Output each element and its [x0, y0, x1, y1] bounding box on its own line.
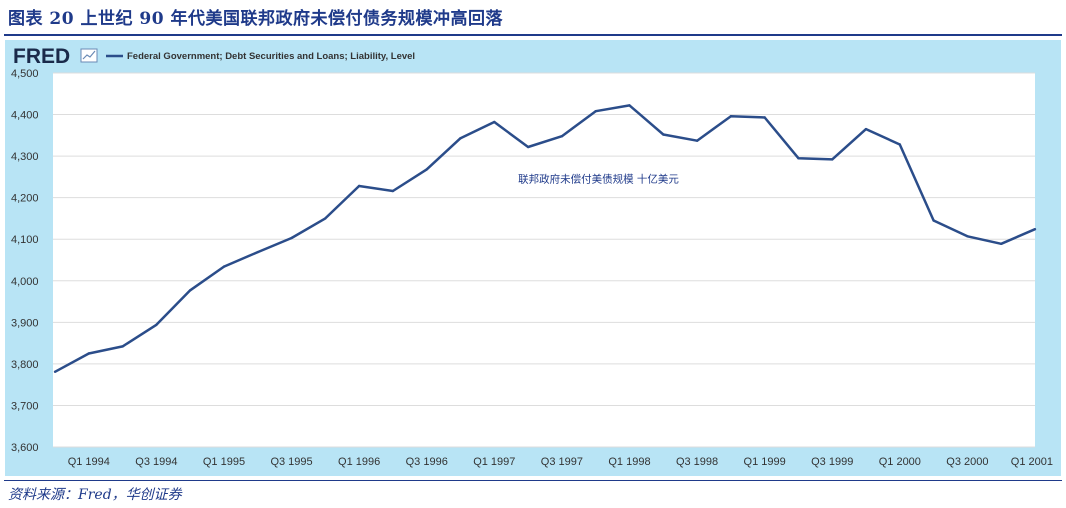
- data-point: [526, 145, 530, 149]
- data-point: [459, 137, 462, 140]
- data-point: [391, 189, 395, 193]
- gridlines: [53, 72, 1035, 448]
- x-tick-label: Q1 1999: [744, 456, 786, 468]
- x-axis-ticks: Q1 1994 Q3 1994 Q1 1995 Q3 1995 Q1 1996 Q3 19…: [68, 456, 1053, 468]
- x-tick-label: Q1 1996: [338, 456, 380, 468]
- data-point: [155, 323, 158, 326]
- fred-line-chart: FRED Federal Government; Debt Securities…: [11, 45, 1053, 468]
- data-point: [966, 235, 969, 238]
- y-tick-label: 4,300: [11, 151, 39, 163]
- y-tick-label: 4,000: [11, 276, 39, 288]
- data-point: [290, 236, 293, 240]
- data-point: [1000, 242, 1003, 245]
- x-tick-label: Q3 2000: [946, 456, 988, 468]
- data-point: [628, 104, 631, 107]
- y-tick-label: 4,200: [11, 193, 39, 205]
- data-point: [729, 115, 733, 118]
- data-point: [594, 110, 597, 113]
- x-tick-label: Q3 1995: [270, 456, 312, 468]
- data-point: [1033, 228, 1037, 231]
- y-tick-label: 3,600: [11, 442, 39, 454]
- source-note: 资料来源：Fred，华创证券: [8, 487, 182, 503]
- data-point: [763, 116, 766, 119]
- data-point: [695, 139, 699, 142]
- legend-label: Federal Government; Debt Securities and …: [127, 51, 415, 62]
- y-tick-label: 4,400: [11, 110, 39, 122]
- data-point: [357, 184, 361, 188]
- data-point: [662, 133, 665, 136]
- data-point: [864, 127, 868, 131]
- data-points: [53, 104, 1037, 373]
- debt-series-line: [54, 104, 1036, 373]
- graph-icon-line: [82, 50, 96, 60]
- y-axis-ticks: 3,600 3,700 3,800 3,900 4,000 4,100 4,200 4,300…: [11, 68, 39, 454]
- x-tick-label: Q3 1994: [135, 456, 177, 468]
- x-tick-label: Q1 1995: [203, 456, 245, 468]
- x-tick-label: Q1 2000: [879, 456, 921, 468]
- data-point: [53, 370, 57, 373]
- y-tick-label: 3,800: [11, 359, 39, 371]
- fred-logo-text: FRED: [13, 45, 70, 68]
- data-point: [898, 143, 901, 146]
- source-rule: [4, 480, 1062, 481]
- x-tick-label: Q1 2001: [1011, 456, 1053, 468]
- data-point: [121, 345, 124, 348]
- y-tick-label: 4,500: [11, 68, 39, 80]
- chart-frame: FRED Federal Government; Debt Securities…: [5, 40, 1061, 476]
- data-point: [324, 217, 327, 220]
- data-point: [831, 158, 834, 161]
- data-point: [189, 289, 192, 292]
- data-point: [87, 352, 91, 355]
- x-tick-label: Q1 1994: [68, 456, 110, 468]
- figure-title: 图表 20 上世纪 90 年代美国联邦政府未偿付债务规模冲高回落: [8, 9, 503, 29]
- plot-area: [53, 73, 1035, 447]
- data-point: [222, 265, 226, 268]
- x-tick-label: Q3 1999: [811, 456, 853, 468]
- y-tick-label: 3,700: [11, 400, 39, 412]
- y-tick-label: 4,100: [11, 234, 39, 246]
- x-tick-label: Q1 1997: [473, 456, 515, 468]
- x-tick-label: Q3 1998: [676, 456, 718, 468]
- data-point: [493, 120, 496, 124]
- data-point: [560, 135, 564, 138]
- graph-icon: [80, 48, 98, 63]
- title-rule: [4, 34, 1062, 36]
- fred-logo[interactable]: FRED: [13, 45, 98, 68]
- x-tick-label: Q1 1998: [608, 456, 650, 468]
- data-point: [932, 219, 935, 222]
- data-point: [256, 250, 259, 254]
- data-point: [425, 168, 428, 171]
- x-tick-label: Q3 1997: [541, 456, 583, 468]
- y-tick-label: 3,900: [11, 317, 39, 329]
- data-point: [797, 157, 800, 160]
- chart-annotation: 联邦政府未偿付美债规模 十亿美元: [518, 173, 679, 186]
- x-tick-label: Q3 1996: [406, 456, 448, 468]
